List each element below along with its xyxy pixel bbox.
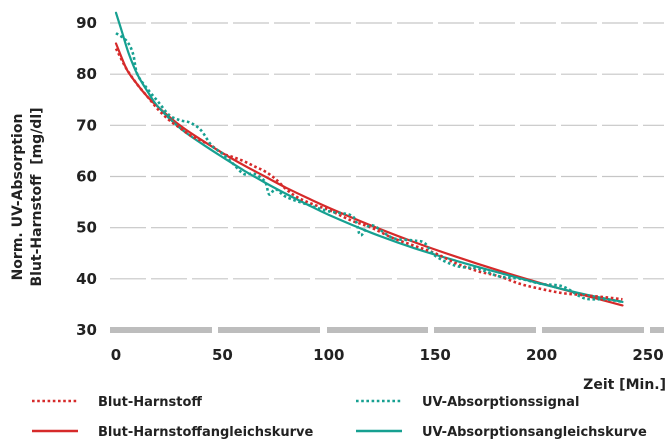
x-tick-label: 50 (212, 346, 233, 364)
x-axis-band-segment (650, 327, 664, 333)
x-tick-labels: 0 50 100 150 200 250 (111, 346, 664, 364)
y-tick-label: 30 (76, 321, 97, 339)
x-tick-label: 100 (313, 346, 344, 364)
x-axis-band-segment (542, 327, 644, 333)
y-tick-label: 70 (76, 116, 97, 134)
y-axis-title: Norm. UV-Absorption Blut-Harnstoff [mg/d… (10, 107, 45, 286)
y-tick-label: 50 (76, 219, 97, 237)
series-line-uv-absorptionsangleichskurve (114, 11, 624, 303)
x-axis-band-segment (327, 327, 428, 333)
y-tick-label: 80 (76, 65, 97, 83)
legend-label: Blut-Harnstoff (98, 395, 202, 410)
x-axis-band-segment (110, 327, 212, 333)
grid-lines (110, 22, 664, 280)
y-tick-label: 60 (76, 168, 97, 186)
series-line-uv-absorptionssignal (115, 32, 623, 304)
y-axis-title-line1: Norm. UV-Absorption (10, 114, 26, 281)
x-tick-label: 250 (632, 346, 663, 364)
x-axis-title: Zeit [Min.] (583, 377, 666, 393)
x-axis-band (110, 327, 664, 333)
series-lines (114, 11, 624, 307)
x-axis-band-segment (434, 327, 536, 333)
series-line-blut-harnstoffangleichskurve (114, 42, 624, 307)
legend: Blut-Harnstoff Blut-Harnstoffangleichskur… (32, 395, 647, 440)
legend-label: UV-Absorptionssignal (422, 395, 579, 410)
series-line-blut-harnstoff (114, 47, 623, 301)
x-tick-label: 200 (526, 346, 557, 364)
x-axis-band-segment (218, 327, 320, 333)
y-tick-label: 90 (76, 14, 97, 32)
legend-label: UV-Absorptionsangleichskurve (422, 425, 647, 440)
x-tick-label: 150 (420, 346, 451, 364)
y-tick-label: 40 (76, 270, 97, 288)
y-axis-title-line2: Blut-Harnstoff [mg/dl] (29, 107, 45, 286)
x-tick-label: 0 (111, 346, 121, 364)
y-tick-labels: 30 40 50 60 70 80 90 (76, 14, 97, 339)
legend-label: Blut-Harnstoffangleichskurve (98, 425, 314, 440)
